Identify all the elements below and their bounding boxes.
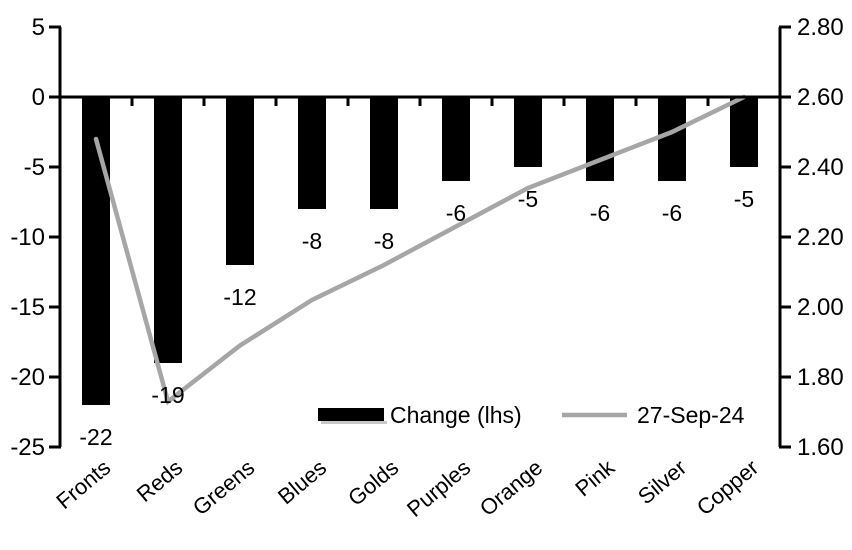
- left-tick-label: 0: [32, 84, 45, 111]
- bar-value-label: -6: [446, 200, 466, 226]
- legend: Change (lhs) 27-Sep-24: [318, 402, 745, 428]
- category-label-copper: Copper: [692, 455, 763, 521]
- bar-silver: [658, 97, 686, 181]
- bar-blues: [298, 97, 326, 209]
- bar-value-label: -5: [734, 186, 754, 212]
- legend-bar-swatch: [318, 408, 384, 421]
- category-label-blues: Blues: [273, 455, 331, 510]
- right-tick-label: 2.40: [797, 154, 844, 181]
- category-label-orange: Orange: [475, 455, 547, 521]
- legend-label-change: Change (lhs): [390, 402, 522, 428]
- bar-pink: [586, 97, 614, 181]
- legend-label-date: 27-Sep-24: [637, 402, 745, 428]
- category-label-golds: Golds: [343, 455, 403, 511]
- left-tick-label: -5: [24, 154, 45, 181]
- bar-value-label: -8: [374, 228, 394, 254]
- right-tick-label: 2.60: [797, 84, 844, 111]
- left-tick-label: -25: [10, 434, 45, 461]
- bar-value-label: -6: [662, 200, 682, 226]
- left-tick-label: 5: [32, 14, 45, 41]
- left-tick-label: -10: [10, 224, 45, 251]
- bar-value-label: -5: [518, 186, 538, 212]
- bar-greens: [226, 97, 254, 265]
- bar-value-label: -6: [590, 200, 610, 226]
- category-label-silver: Silver: [633, 455, 691, 510]
- category-label-greens: Greens: [188, 455, 259, 521]
- bar-golds: [370, 97, 398, 209]
- axes: [49, 25, 791, 449]
- category-label-pink: Pink: [570, 454, 620, 501]
- category-label-fronts: Fronts: [51, 455, 115, 514]
- bar-value-label: -19: [151, 382, 184, 408]
- right-tick-label: 2.20: [797, 224, 844, 251]
- bar-value-label: -8: [302, 228, 322, 254]
- right-tick-label: 2.80: [797, 14, 844, 41]
- bar-series: [82, 97, 758, 405]
- category-label-purples: Purples: [402, 455, 475, 522]
- right-tick-label: 2.00: [797, 294, 844, 321]
- category-label-reds: Reds: [132, 455, 187, 507]
- bar-value-label: -22: [79, 424, 112, 450]
- bar-orange: [514, 97, 542, 167]
- bar-value-label: -12: [223, 284, 256, 310]
- bar-purples: [442, 97, 470, 181]
- bar-reds: [154, 97, 182, 363]
- legend-bar-shadow: [321, 421, 387, 424]
- right-tick-label: 1.80: [797, 364, 844, 391]
- bar-copper: [730, 97, 758, 167]
- left-tick-label: -20: [10, 364, 45, 391]
- bar-fronts: [82, 97, 110, 405]
- right-tick-label: 1.60: [797, 434, 844, 461]
- left-tick-label: -15: [10, 294, 45, 321]
- value-line: [93, 94, 747, 406]
